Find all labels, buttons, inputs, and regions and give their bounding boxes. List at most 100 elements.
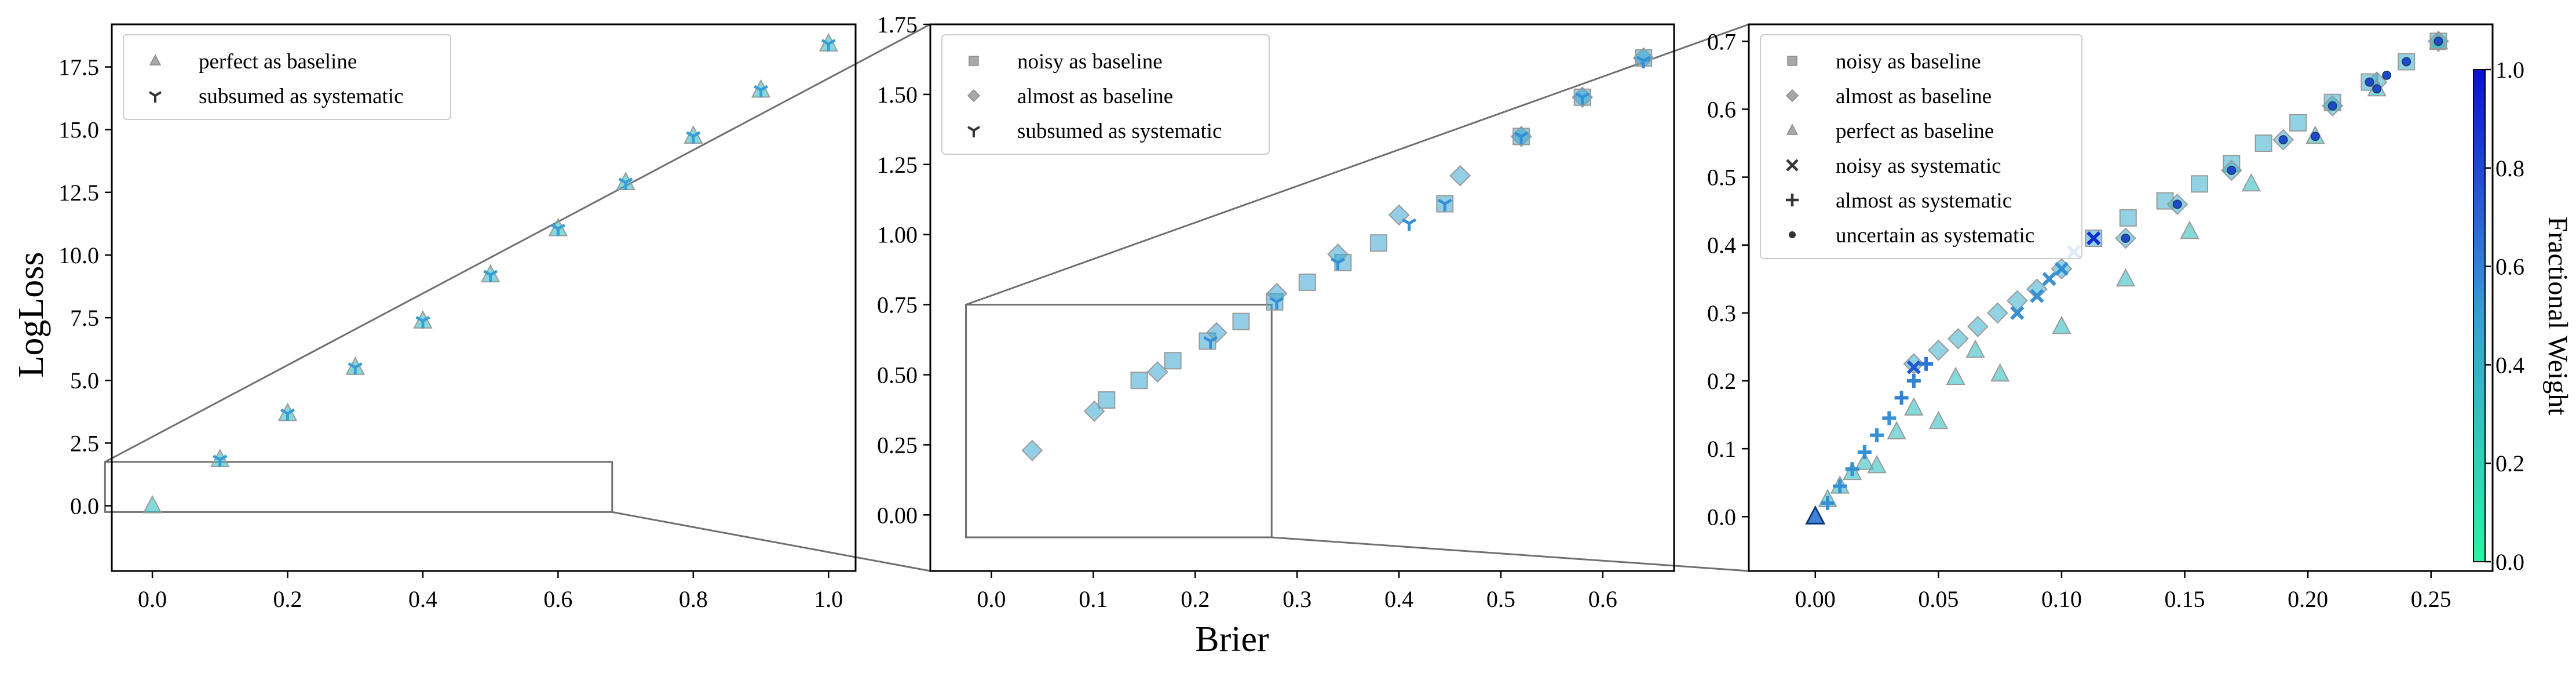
marker-square [1232,312,1250,330]
y-tick-label: 1.00 [877,222,918,248]
marker-triangle [2115,268,2136,287]
marker-dot [2278,135,2288,145]
zoom-connector-lower [612,511,931,572]
marker-x [2054,261,2069,276]
marker-diamond [1987,302,2008,324]
x-tick-label: 0.5 [1486,586,1515,612]
marker-diamond [1021,439,1043,461]
x-tick-label: 0.1 [1079,586,1108,612]
series-subsumed-as-systematic [1203,56,1651,349]
legend-marker-diamond [1785,89,1799,103]
marker-tri-down [550,223,565,237]
legend-marker-square [969,56,979,66]
legend-label: almost as baseline [1017,85,1173,108]
legend: noisy as baseline almost as baseline subsu… [941,34,1270,155]
x-tick-label: 0.4 [408,586,437,612]
marker-triangle [2180,220,2199,239]
marker-diamond [1205,322,1227,344]
marker-x [2010,305,2025,320]
y-axis-label: LogLoss [12,252,51,378]
y-tick-label: 12.5 [59,180,99,206]
x-tick-label: 0.8 [679,586,708,612]
marker-square [2119,209,2137,227]
legend-label: uncertain as systematic [1836,224,2034,248]
legend-marker-x [1786,159,1799,172]
x-tick-label: 0.0 [138,586,167,612]
marker-dot [2172,199,2182,209]
marker-tri-down [1402,218,1417,231]
marker-dot [2365,77,2374,87]
legend-label: perfect as baseline [199,50,357,74]
marker-dot [2310,132,2320,141]
y-tick-label: 0.0 [70,493,99,519]
marker-dot [2434,37,2443,46]
y-tick-label: 10.0 [59,242,99,268]
marker-tri-down [280,408,295,421]
marker-triangle [1904,397,1924,416]
panel-right: 0.00 0.05 0.10 0.15 0.20 0.25 0.0 0.1 0.2 0.3 0.4 0… [1707,23,2494,612]
colorbar-tick-label: 1.0 [2495,57,2524,83]
marker-x [2042,272,2056,286]
x-tick-label: 0.15 [2165,586,2205,612]
marker-plus [1894,391,1909,405]
legend-label: subsumed as systematic [199,85,404,108]
marker-plus [1870,428,1884,442]
axes-frame [929,23,1675,572]
colorbar-tick-label: 0.8 [2495,155,2524,181]
marker-triangle [1887,421,1906,439]
marker-tri-down [1203,336,1218,349]
marker-x [2030,289,2044,303]
marker-diamond [1927,339,1949,361]
colorbar-tick-label: 0.2 [2495,450,2524,476]
legend-marker-diamond [967,89,981,103]
marker-triangle [1855,451,1875,470]
axes-frame [111,23,857,572]
zoom-lines [104,23,1749,572]
y-tick-label: 0.5 [1707,165,1736,191]
panel-middle: 0.0 0.1 0.2 0.3 0.4 0.5 0.6 0.00 0.25 0.50 0.75 1.0… [877,12,1675,612]
x-tick-label: 0.2 [273,586,302,612]
marker-dot [2327,101,2337,111]
x-tick-label: 0.00 [1795,586,1836,612]
marker-diamond [1083,400,1105,422]
y-tick-label: 1.75 [877,12,918,38]
marker-tri-down [1636,56,1651,68]
marker-triangle [1928,410,1949,430]
marker-square [1098,391,1116,409]
legend-marker-triangle [1786,123,1799,135]
legend-label: noisy as baseline [1836,50,1981,74]
colorbar-label: Fractional Weight [2542,216,2573,416]
zoom-connector-upper [104,23,931,463]
x-tick-label: 0.6 [543,586,572,612]
x-tick-label: 0.3 [1282,586,1311,612]
marker-square [1298,273,1316,291]
marker-triangle [1990,363,2010,382]
colorbar: 0.0 0.2 0.4 0.6 0.8 1.0 [2473,57,2524,575]
marker-diamond [2026,278,2048,300]
marker-dot [2402,57,2411,67]
colorbar-tick-label: 0.6 [2495,254,2524,280]
y-tick-label: 15.0 [59,117,99,143]
y-tick-label: 0.50 [877,362,918,388]
legend-box [941,34,1270,155]
axes-frame [1748,23,2494,572]
legend-marker-triangle [149,54,162,66]
marker-triangle [1946,366,1965,385]
marker-square [2289,114,2307,132]
y-tick-label: 17.5 [59,54,99,81]
marker-tri-down [1331,257,1346,271]
marker-diamond [1903,353,1925,375]
marker-triangle [2052,315,2071,334]
colorbar-tick-label: 0.0 [2495,549,2524,575]
marker-x [1906,360,1921,374]
legend-label: noisy as baseline [1017,50,1163,74]
marker-triangle [2241,173,2261,192]
marker-square [1130,372,1148,390]
marker-square [1369,234,1387,252]
marker-triangle [1805,505,1826,525]
marker-tri-down [1269,297,1284,310]
y-tick-label: 0.4 [1707,232,1736,259]
y-tick-label: 0.75 [877,292,918,318]
y-tick-label: 0.1 [1707,436,1736,462]
series-noisy-as-baseline [2085,32,2447,247]
